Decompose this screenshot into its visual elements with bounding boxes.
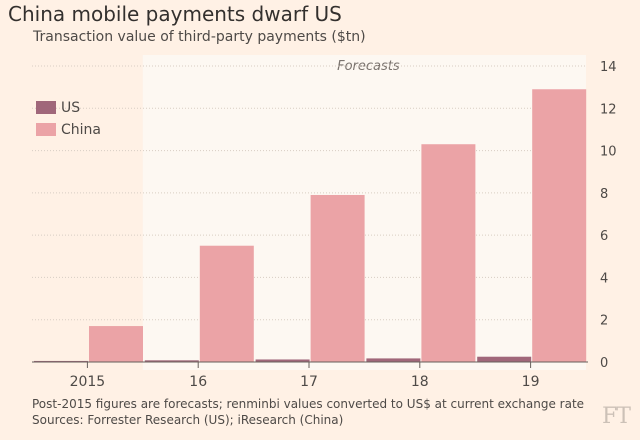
bar-china [532, 89, 587, 362]
y-tick-label: 10 [600, 145, 617, 160]
x-tick-label: 16 [189, 374, 207, 390]
y-tick-label: 0 [600, 356, 608, 371]
footnote: Post-2015 figures are forecasts; renminb… [32, 397, 585, 411]
legend-label-china: China [61, 122, 101, 138]
bar-us [366, 358, 421, 362]
bar-china [199, 245, 254, 362]
legend-swatch-china [36, 123, 56, 136]
bar-china [89, 326, 143, 362]
x-tick-label: 19 [522, 374, 540, 390]
y-tick-label: 2 [600, 314, 608, 329]
chart-subtitle: Transaction value of third-party payment… [33, 29, 366, 45]
y-tick-label: 4 [600, 271, 608, 286]
bar-us [477, 356, 532, 362]
source-note: Sources: Forrester Research (US); iResea… [32, 413, 344, 427]
chart-title: China mobile payments dwarf US [8, 2, 342, 26]
y-tick-label: 12 [600, 102, 617, 117]
x-tick-label: 17 [300, 374, 318, 390]
legend-swatch-us [36, 101, 56, 114]
y-tick-label: 8 [600, 187, 608, 202]
ft-logo: FT [602, 404, 631, 429]
x-tick-label: 18 [411, 374, 429, 390]
y-tick-label: 14 [600, 60, 617, 75]
x-tick-label: 2015 [70, 374, 106, 390]
bar-us [144, 360, 199, 362]
bar-us [255, 359, 310, 362]
y-tick-label: 6 [600, 229, 608, 244]
bar-china [310, 194, 365, 362]
bar-china [421, 144, 476, 362]
legend-label-us: US [61, 100, 80, 116]
